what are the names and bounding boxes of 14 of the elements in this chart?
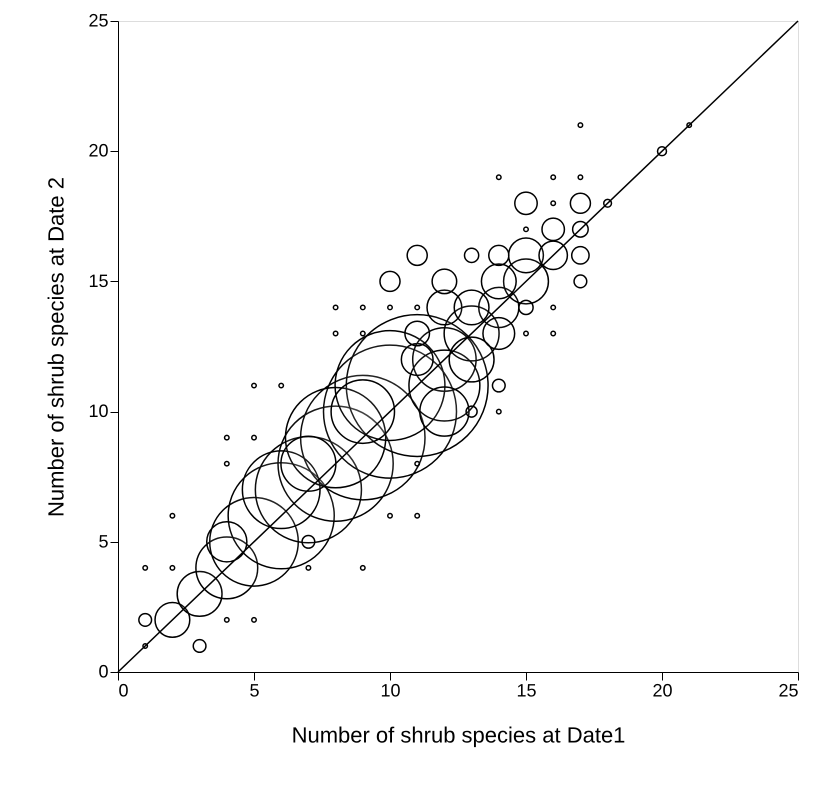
y-tick-label: 15: [88, 270, 108, 291]
y-tick-label: 10: [88, 401, 108, 422]
y-tick-label: 20: [88, 140, 108, 161]
x-tick-label: 20: [652, 680, 673, 700]
x-tick-label: 25: [778, 680, 798, 700]
y-tick-label: 25: [88, 10, 108, 30]
x-tick-label: 5: [249, 680, 260, 700]
y-tick-label: 5: [98, 531, 108, 552]
x-tick-label: 0: [118, 680, 129, 700]
x-tick-label: 15: [516, 680, 537, 700]
y-axis-title: Number of shrub species at Date 2: [43, 177, 68, 517]
x-tick-label: 10: [380, 680, 401, 700]
x-axis-title: Number of shrub species at Date1: [292, 722, 626, 748]
y-tick-label: 0: [98, 662, 108, 682]
